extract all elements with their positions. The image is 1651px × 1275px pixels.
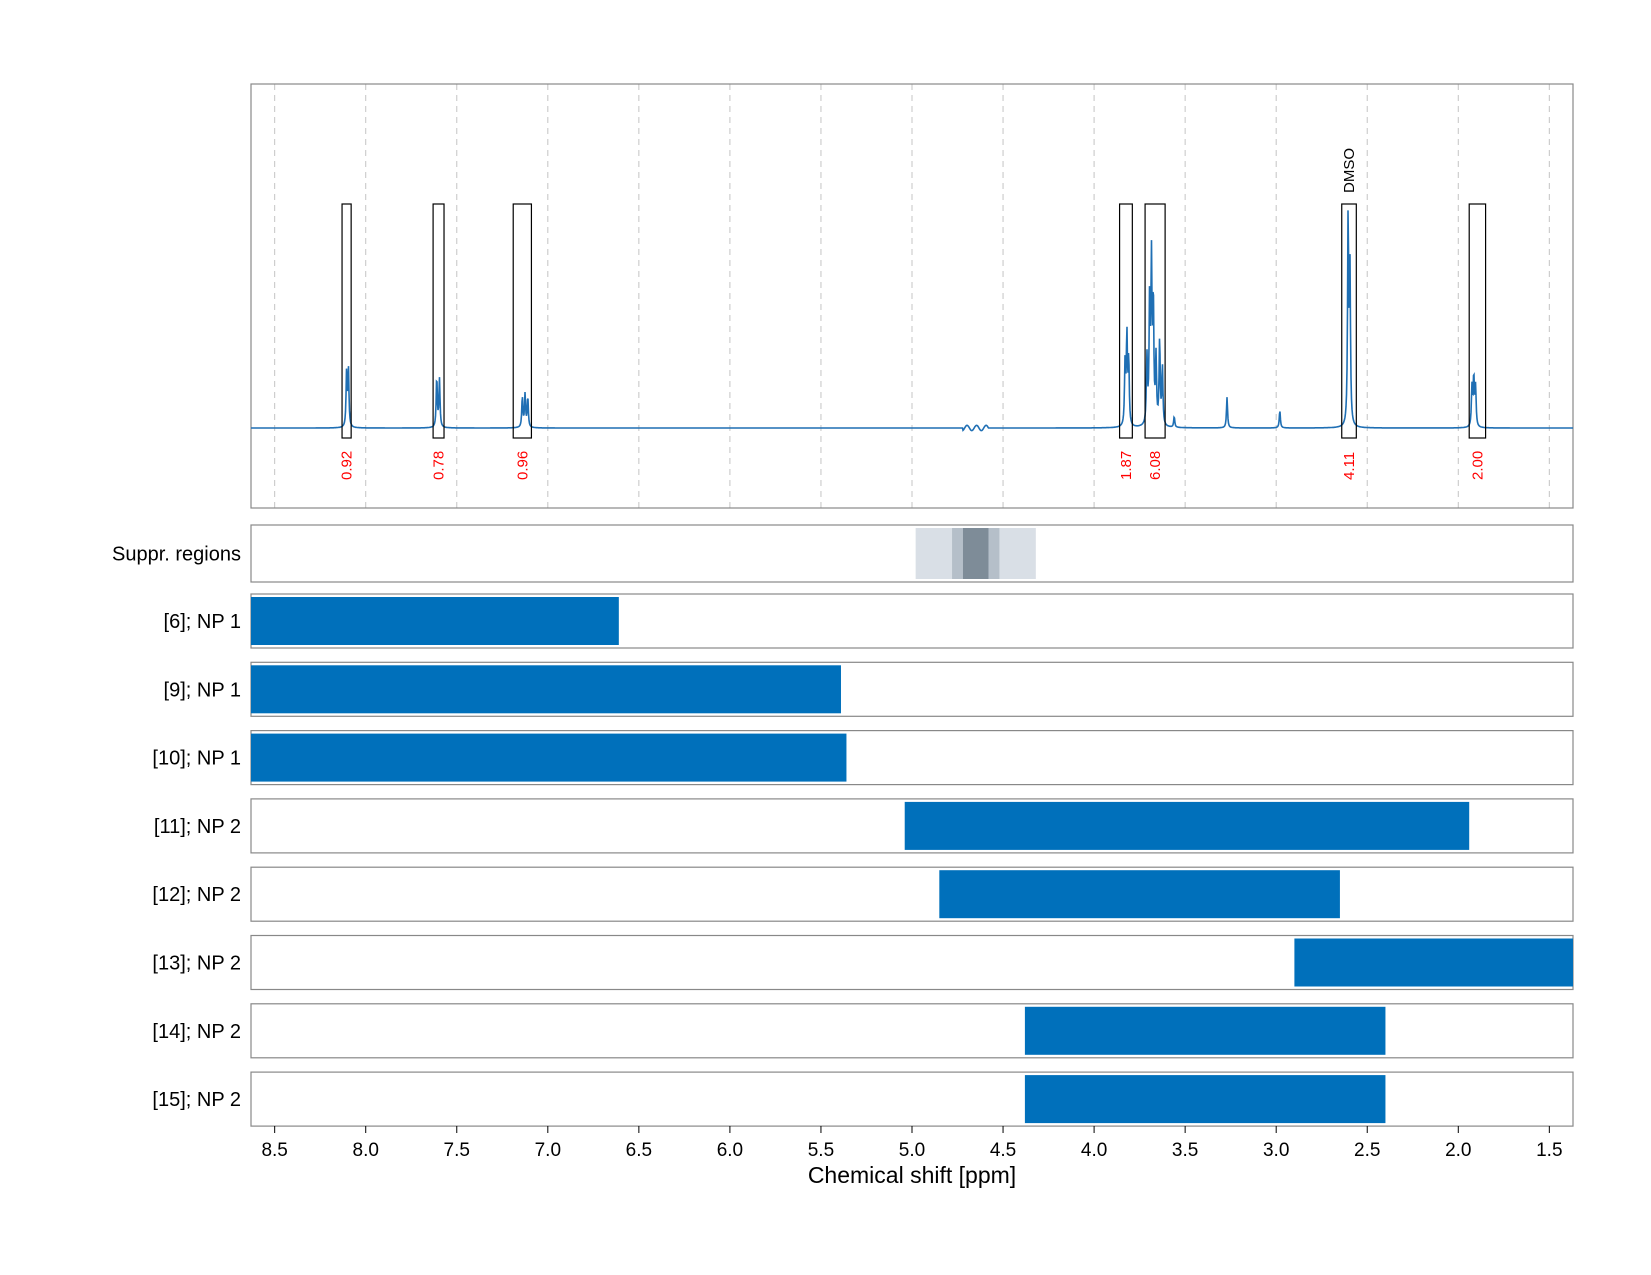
integral-label: 6.08: [1147, 451, 1164, 480]
track-label: [12]; NP 2: [152, 884, 241, 906]
spectrum-panel: 0.92 0.78 0.96 1.87 6.08 4.11 DMSO 2.00: [250, 83, 1574, 509]
suppression-band: [962, 528, 989, 579]
x-tick-label: 8.0: [353, 1140, 379, 1161]
track-label: [9]; NP 1: [164, 679, 241, 701]
peak-annotation: DMSO: [1341, 148, 1358, 193]
x-tick-label: 2.5: [1354, 1140, 1380, 1161]
track-label: [14]; NP 2: [152, 1021, 241, 1043]
spectrum-frame: [250, 83, 1574, 509]
track-bar: [939, 870, 1340, 919]
x-tick-label: 8.5: [261, 1140, 287, 1161]
integral-box: [1468, 203, 1487, 439]
track-bar: [251, 597, 619, 645]
track-bar: [1024, 1006, 1386, 1055]
integral-box: [1341, 203, 1357, 439]
range-tracks-panel: [6]; NP 1 [9]; NP 1 [10]; NP 1 [11]; NP 2 [1…: [152, 593, 1574, 1127]
suppression-label: Suppr. regions: [112, 544, 241, 566]
integral-label: 0.78: [431, 451, 448, 480]
x-tick-label: 6.0: [717, 1140, 743, 1161]
track-label: [6]; NP 1: [164, 611, 241, 633]
x-tick-label: 3.5: [1172, 1140, 1198, 1161]
x-tick-label: 7.5: [444, 1140, 470, 1161]
track-frame: [250, 866, 1574, 922]
x-tick-label: 4.5: [990, 1140, 1016, 1161]
track-bar: [904, 801, 1470, 850]
track-label: [11]; NP 2: [154, 816, 241, 838]
track-bar: [251, 665, 841, 714]
grid-lines: [274, 84, 1550, 508]
integral-label: 4.11: [1341, 452, 1358, 480]
integral-label: 0.92: [339, 451, 356, 480]
integral-label: 2.00: [1469, 451, 1486, 480]
track-bar: [1024, 1075, 1386, 1124]
x-axis: 8.5 8.0 7.5 7.0 6.5 6.0 5.5 5.0 4.5 4.0 3.5 3.0 2.5 2…: [261, 1126, 1563, 1161]
suppression-regions-panel: Suppr. regions: [112, 524, 1574, 583]
x-tick-label: 7.0: [535, 1140, 561, 1161]
x-tick-label: 3.0: [1263, 1140, 1289, 1161]
integral-label: 1.87: [1118, 451, 1135, 480]
track-bar: [1294, 938, 1573, 987]
track-bar: [251, 733, 847, 782]
x-tick-label: 4.0: [1081, 1140, 1107, 1161]
integral-box: [432, 203, 445, 439]
spectrum-line: [251, 210, 1573, 432]
x-tick-label: 5.0: [899, 1140, 925, 1161]
track-label: [15]; NP 2: [152, 1089, 241, 1111]
x-axis-label: Chemical shift [ppm]: [808, 1162, 1016, 1188]
integral-box: [341, 203, 352, 439]
track-label: [10]; NP 1: [152, 748, 241, 770]
integral-label: 0.96: [514, 451, 531, 480]
x-tick-label: 6.5: [626, 1140, 652, 1161]
track-label: [13]; NP 2: [152, 953, 241, 975]
integral-box: [512, 203, 533, 439]
x-tick-label: 2.0: [1445, 1140, 1471, 1161]
integral-box: [1144, 203, 1166, 439]
suppression-frame: [250, 524, 1574, 583]
x-tick-label: 1.5: [1536, 1140, 1562, 1161]
integral-box: [1118, 203, 1133, 439]
x-tick-label: 5.5: [808, 1140, 834, 1161]
